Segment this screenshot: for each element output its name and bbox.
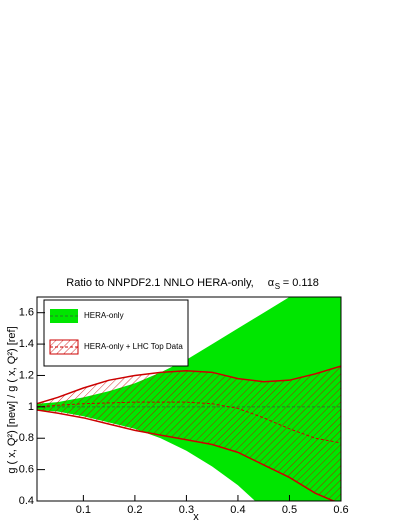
y-tick-label: 1.6 xyxy=(19,307,34,319)
plot-area xyxy=(37,297,341,501)
legend-label: HERA-only xyxy=(84,311,124,320)
x-tick-label: 0.6 xyxy=(333,504,348,516)
x-tick-label: 0.4 xyxy=(230,504,245,516)
alpha-symbol: α xyxy=(268,277,275,289)
x-tick-label: 0.2 xyxy=(127,504,142,516)
frame xyxy=(36,296,342,502)
y-tick-label: 0.8 xyxy=(19,432,34,444)
y-tick-label: 0.4 xyxy=(19,495,34,507)
band-edge xyxy=(37,365,341,405)
y-tick-label: 1 xyxy=(28,401,34,413)
chart-title: Ratio to NNPDF2.1 NNLO HERA-only, xyxy=(66,277,253,289)
alpha-value: = 0.118 xyxy=(283,277,319,289)
y-tick-label: 1.4 xyxy=(19,338,34,350)
x-tick-label: 0.1 xyxy=(76,504,91,516)
legend-label: HERA-only + LHC Top Data xyxy=(84,342,183,351)
legend-swatch xyxy=(50,309,78,323)
y-tick-label: 1.2 xyxy=(19,369,34,381)
legend-swatch xyxy=(49,339,79,355)
y-axis-label: g ( x, Q²) [new] / g ( x, Q²) [ref] xyxy=(6,326,18,473)
y-tick-label: 0.6 xyxy=(19,464,34,476)
band-fill xyxy=(37,366,341,501)
alpha-subscript: S xyxy=(275,282,280,291)
x-tick-label: 0.3 xyxy=(179,504,194,516)
x-tick-label: 0.5 xyxy=(282,504,297,516)
band-edge xyxy=(37,409,336,501)
x-axis-label: x xyxy=(193,511,199,523)
legend: HERA-only HERA-only + LHC Top Data xyxy=(43,299,189,367)
central-line xyxy=(37,401,341,444)
